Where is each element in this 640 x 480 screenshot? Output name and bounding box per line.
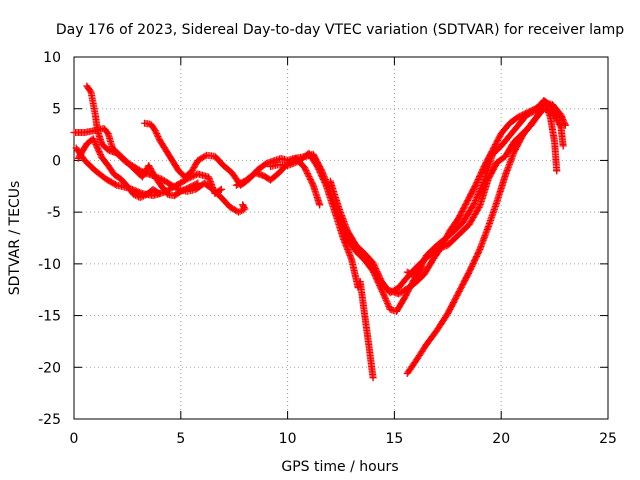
data-point xyxy=(475,247,483,255)
data-point xyxy=(236,207,244,215)
data-point xyxy=(470,199,478,207)
data-point xyxy=(139,192,147,200)
data-point xyxy=(216,186,224,194)
data-point xyxy=(380,290,388,298)
data-point xyxy=(152,128,160,136)
y-tick-label: 5 xyxy=(52,102,61,118)
data-point xyxy=(191,171,199,179)
data-point xyxy=(557,113,565,121)
data-point xyxy=(138,193,146,201)
data-point xyxy=(154,133,162,141)
data-point xyxy=(383,299,391,307)
data-point xyxy=(475,188,483,196)
data-point xyxy=(153,130,161,138)
series-track-3 xyxy=(74,135,163,202)
x-tick-label: 25 xyxy=(599,431,617,447)
data-point xyxy=(478,182,486,190)
data-points xyxy=(70,82,569,382)
data-point xyxy=(130,191,138,199)
data-point xyxy=(559,142,567,150)
data-point xyxy=(378,286,386,294)
y-tick-label: -5 xyxy=(47,205,61,221)
x-tick-label: 20 xyxy=(492,431,510,447)
data-point xyxy=(321,180,329,188)
data-point xyxy=(309,180,317,188)
data-point xyxy=(217,185,225,193)
data-point xyxy=(380,292,388,300)
data-point xyxy=(473,192,481,200)
data-point xyxy=(381,293,389,301)
x-tick-label: 15 xyxy=(385,431,403,447)
plot-frame xyxy=(73,56,609,420)
data-point xyxy=(316,201,324,209)
grid-lines xyxy=(74,57,608,419)
y-tick-label: -20 xyxy=(38,360,61,376)
data-point xyxy=(472,195,480,203)
data-point xyxy=(131,191,139,199)
data-point xyxy=(153,131,161,139)
data-point xyxy=(239,202,247,210)
data-point xyxy=(556,112,564,120)
chart-title: Day 176 of 2023, Sidereal Day-to-day VTE… xyxy=(56,22,624,38)
data-point xyxy=(473,193,481,201)
data-point xyxy=(474,190,482,198)
data-point xyxy=(471,198,479,206)
data-point xyxy=(154,189,162,197)
series-track-9 xyxy=(403,105,567,377)
data-point xyxy=(111,180,119,188)
data-point xyxy=(133,192,141,200)
y-axis-label: SDTVAR / TECUs xyxy=(7,181,23,296)
data-point xyxy=(234,208,242,216)
data-point xyxy=(561,120,569,128)
y-tick-label: 0 xyxy=(52,153,61,169)
y-tick-label: 10 xyxy=(43,50,61,66)
data-point xyxy=(561,121,569,129)
data-point xyxy=(477,183,485,191)
data-point xyxy=(385,302,393,310)
data-point xyxy=(471,196,479,204)
data-point xyxy=(553,167,561,175)
axis-ticks: 0 5 10 15 20 25 -25 -20 -15 -10 -5 0 5 10 xyxy=(38,50,617,447)
series-track-4 xyxy=(83,82,249,216)
data-point xyxy=(189,172,197,180)
data-point xyxy=(173,185,181,193)
data-point xyxy=(479,179,487,187)
data-point xyxy=(469,201,477,209)
series-track-11 xyxy=(403,96,565,280)
data-point xyxy=(475,189,483,197)
data-point xyxy=(476,186,484,194)
data-point xyxy=(369,374,377,382)
data-point xyxy=(155,190,163,198)
data-point xyxy=(477,185,485,193)
x-tick-label: 10 xyxy=(279,431,297,447)
y-tick-label: -25 xyxy=(38,412,61,428)
x-tick-label: 0 xyxy=(70,431,79,447)
data-point xyxy=(479,180,487,188)
data-point xyxy=(384,301,392,309)
x-axis-label: GPS time / hours xyxy=(281,459,398,475)
data-point xyxy=(560,118,568,126)
data-point xyxy=(382,295,390,303)
series-track-7 xyxy=(267,149,377,382)
y-tick-label: -10 xyxy=(38,257,61,273)
data-point xyxy=(559,117,567,125)
data-point xyxy=(382,296,390,304)
data-point xyxy=(151,126,159,134)
data-point xyxy=(239,201,247,209)
data-point xyxy=(378,287,386,295)
data-point xyxy=(136,194,144,202)
y-tick-label: -15 xyxy=(38,309,61,325)
data-point xyxy=(383,298,391,306)
data-point xyxy=(379,289,387,297)
x-tick-label: 5 xyxy=(176,431,185,447)
